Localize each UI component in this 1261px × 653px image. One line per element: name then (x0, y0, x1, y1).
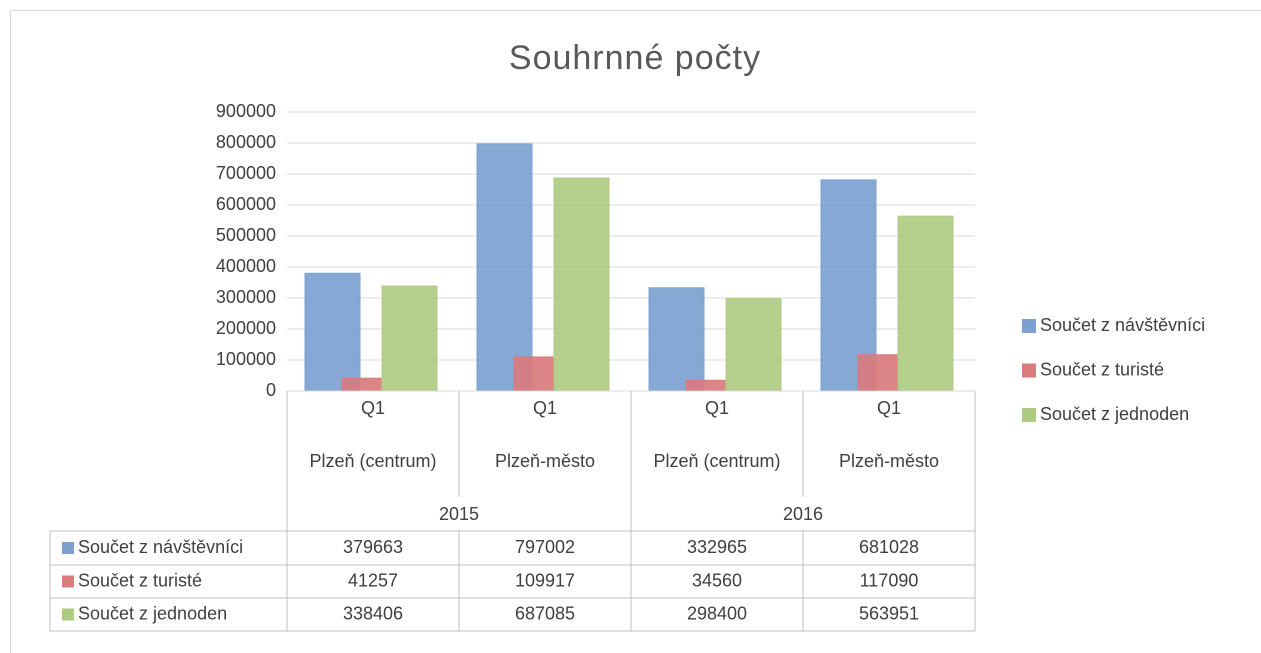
table-cell: 109917 (515, 570, 575, 590)
category-place: Plzeň-město (838, 451, 940, 471)
y-tick-label: 100000 (216, 349, 276, 369)
legend-key (1022, 319, 1036, 333)
y-tick-label: 700000 (216, 163, 276, 183)
table-row-label: Součet z návštěvníci (78, 537, 243, 557)
legend-key (1022, 363, 1036, 378)
y-tick-label: 600000 (216, 194, 276, 214)
table-cell: 298400 (687, 603, 747, 623)
category-place: Plzeň (centrum) (653, 451, 781, 471)
y-tick-label: 200000 (216, 318, 276, 338)
bar (553, 177, 610, 392)
y-tick-label: 800000 (216, 132, 276, 152)
table-cell: 332965 (687, 537, 747, 557)
legend-label: Součet z návštěvníci (1040, 315, 1205, 335)
year-label: 2016 (783, 504, 823, 524)
x-tick-label: Q1 (877, 398, 901, 418)
x-tick-label: Q1 (705, 398, 729, 418)
table-cell: 379663 (343, 537, 403, 557)
bar (304, 272, 361, 392)
x-tick-label: Q1 (533, 398, 557, 418)
table-legend-key (62, 608, 74, 621)
table-cell: 338406 (343, 603, 403, 623)
table-cell: 687085 (515, 603, 575, 623)
table-cell: 34560 (692, 570, 742, 590)
bar (648, 287, 705, 392)
table-legend-key (62, 575, 74, 588)
y-tick-label: 0 (266, 380, 276, 400)
table-legend-key (62, 542, 74, 554)
bar (476, 143, 533, 392)
chart-title: Souhrnné počty (509, 39, 761, 77)
table-cell: 563951 (859, 603, 919, 623)
bar (857, 354, 899, 392)
legend-label: Součet z turisté (1040, 359, 1164, 379)
legend-key (1022, 408, 1036, 422)
category-place: Plzeň (centrum) (309, 451, 437, 471)
table-row-label: Součet z turisté (78, 570, 202, 590)
table-cell: 681028 (859, 537, 919, 557)
bar (381, 285, 438, 392)
table-cell: 41257 (348, 570, 398, 590)
table-row-label: Součet z jednoden (78, 603, 227, 623)
legend-label: Součet z jednoden (1040, 404, 1189, 424)
bar (685, 379, 727, 392)
y-tick-label: 300000 (216, 287, 276, 307)
x-tick-label: Q1 (361, 398, 385, 418)
year-label: 2015 (439, 504, 479, 524)
y-tick-label: 500000 (216, 225, 276, 245)
bar (725, 297, 782, 392)
y-tick-label: 900000 (216, 101, 276, 121)
table-cell: 117090 (860, 570, 919, 590)
table-cell: 797002 (515, 537, 575, 557)
category-place: Plzeň-město (494, 451, 596, 471)
chart-border (10, 10, 1261, 653)
y-tick-label: 400000 (216, 256, 276, 276)
bar (513, 356, 555, 392)
bar (341, 377, 383, 392)
bar (897, 215, 954, 392)
